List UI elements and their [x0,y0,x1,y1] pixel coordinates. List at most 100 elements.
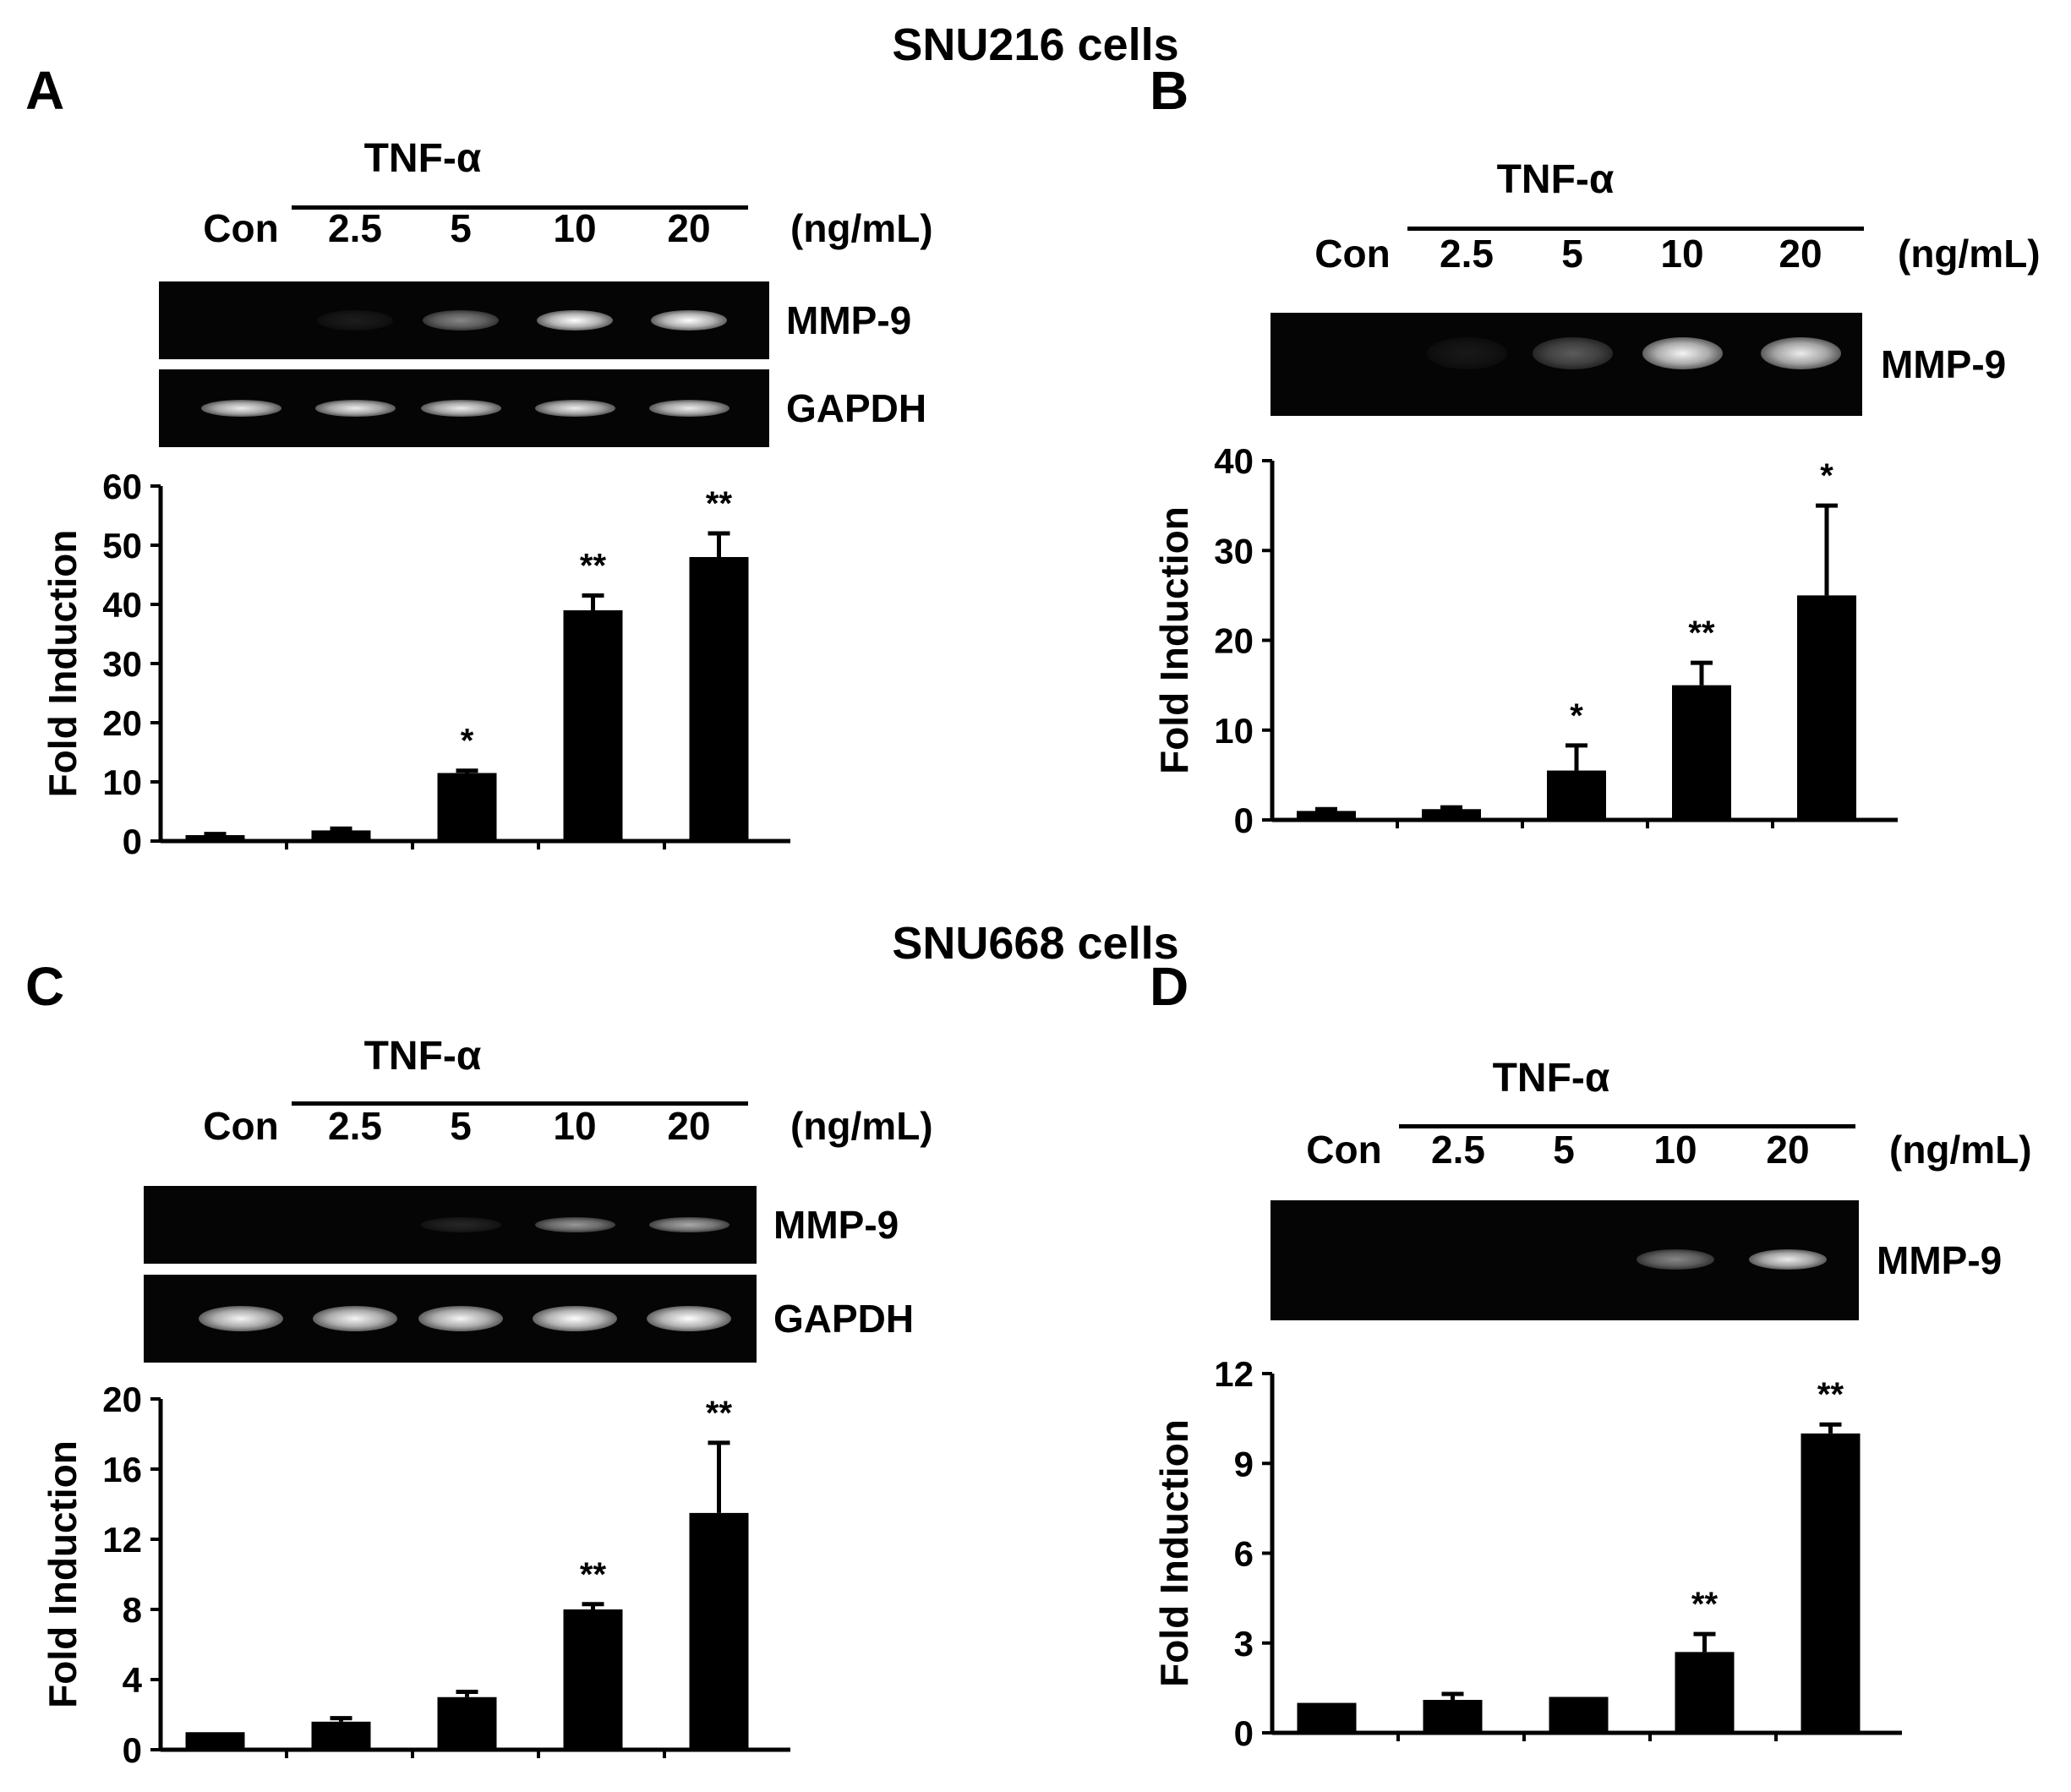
bar-b-0 [1297,811,1356,820]
treatment-bracket-line-d [1399,1124,1855,1128]
gel-band-b-0-1 [1426,337,1507,369]
treatment-label-b: TNF-α [1496,157,1615,202]
gel-band-a-1-2 [420,400,501,417]
lane-label-b-4: 20 [1779,232,1822,276]
lane-label-d-0: Con [1306,1128,1382,1172]
lane-label-c-4: 20 [667,1104,711,1148]
bar-a-3 [563,610,623,841]
treatment-bracket-line-b [1407,227,1864,231]
significance-mark-c-4: ** [706,1395,733,1432]
gel-band-c-0-4 [648,1217,729,1232]
bar-d-4 [1801,1433,1861,1733]
bar-d-2 [1549,1696,1609,1733]
y-tick-label-b-2: 20 [1214,621,1254,661]
y-tick-label-a-1: 10 [102,762,142,802]
units-label-c: (ng/mL) [790,1104,933,1148]
significance-mark-b-3: ** [1688,615,1715,652]
bar-a-0 [185,835,245,841]
y-tick-label-d-4: 12 [1214,1354,1254,1394]
gel-image-d-mmp-9 [1270,1200,1859,1320]
y-tick-label-c-4: 16 [102,1450,142,1489]
gel-label-a-gapdh: GAPDH [786,386,927,430]
lane-label-d-3: 10 [1653,1128,1697,1172]
lane-label-c-2: 5 [450,1104,472,1148]
lane-label-a-2: 5 [450,206,472,250]
bar-c-4 [689,1512,749,1750]
gel-band-c-1-3 [533,1306,617,1331]
gel-image-c-gapdh [144,1275,757,1363]
panel-letter-c: C [25,956,65,1017]
gel-label-a-mmp-9: MMP-9 [786,298,912,342]
gel-band-a-1-0 [200,400,281,417]
gel-band-a-1-3 [534,400,615,417]
bar-c-2 [437,1696,497,1750]
lane-label-a-4: 20 [667,206,711,250]
bar-b-2 [1547,770,1606,820]
y-tick-label-c-1: 4 [123,1660,143,1700]
y-tick-label-d-3: 9 [1234,1444,1254,1483]
lane-label-b-0: Con [1314,232,1391,276]
lane-label-b-1: 2.5 [1440,232,1494,276]
bar-chart-d: 0 3 6 9 12 Fold Induction ** ** [1152,1354,1902,1753]
gel-image-a-mmp-9 [159,281,769,359]
lane-label-a-3: 10 [553,206,597,250]
treatment-label-a: TNF-α [363,136,482,181]
y-tick-label-a-3: 30 [102,644,142,684]
section-title-snu668: SNU668 cells [892,918,1179,969]
y-tick-label-b-4: 40 [1214,441,1254,481]
y-tick-label-d-1: 3 [1234,1624,1254,1664]
y-tick-label-c-0: 0 [123,1730,142,1770]
y-axis-label-b: Fold Induction [1152,506,1196,774]
treatment-bracket-line-c [292,1101,748,1106]
gel-band-d-0-3 [1637,1249,1714,1270]
units-label-d: (ng/mL) [1889,1128,2032,1172]
y-tick-label-a-2: 20 [102,703,142,743]
gel-band-a-0-4 [651,310,727,331]
lane-label-b-2: 5 [1561,232,1583,276]
significance-mark-a-4: ** [706,485,733,522]
bar-a-4 [689,557,749,841]
significance-mark-a-3: ** [580,548,607,585]
bar-b-3 [1672,685,1731,820]
treatment-label-d: TNF-α [1492,1056,1610,1101]
units-label-b: (ng/mL) [1898,232,2041,276]
bar-b-1 [1422,809,1481,820]
treatment-label-c: TNF-α [363,1034,482,1079]
gel-band-d-0-4 [1749,1249,1827,1270]
significance-mark-d-4: ** [1817,1376,1844,1413]
lane-label-c-0: Con [203,1104,279,1148]
y-tick-label-a-0: 0 [123,822,142,861]
bar-d-1 [1423,1700,1483,1733]
gel-band-b-0-2 [1532,337,1613,369]
panel-letter-a: A [25,60,65,121]
lane-label-d-1: 2.5 [1431,1128,1485,1172]
bar-d-3 [1675,1652,1735,1733]
gel-band-c-1-0 [199,1306,283,1331]
gel-band-c-1-1 [313,1306,397,1331]
gel-band-a-0-1 [317,310,393,331]
lane-label-d-2: 5 [1553,1128,1575,1172]
y-axis-label-c: Fold Induction [41,1440,85,1708]
lane-label-a-0: Con [203,206,279,250]
y-tick-label-c-5: 20 [102,1380,142,1419]
bar-b-4 [1797,595,1856,820]
gel-band-c-0-3 [534,1217,615,1232]
gel-image-a-gapdh [159,369,769,447]
gel-band-a-0-2 [423,310,499,331]
gel-band-c-1-2 [418,1306,503,1331]
lane-label-c-1: 2.5 [328,1104,382,1148]
y-tick-label-a-5: 50 [102,526,142,565]
gel-image-b-mmp-9 [1270,313,1862,416]
gel-band-b-0-3 [1642,337,1723,369]
y-tick-label-d-2: 6 [1234,1534,1254,1574]
significance-mark-c-3: ** [580,1556,607,1593]
y-tick-label-a-6: 60 [102,467,142,506]
gel-band-c-1-4 [647,1306,731,1331]
bar-d-0 [1297,1702,1357,1733]
significance-mark-b-2: * [1570,697,1583,735]
bar-c-3 [563,1609,623,1750]
gel-band-a-1-4 [648,400,729,417]
significance-mark-d-3: ** [1691,1586,1719,1623]
